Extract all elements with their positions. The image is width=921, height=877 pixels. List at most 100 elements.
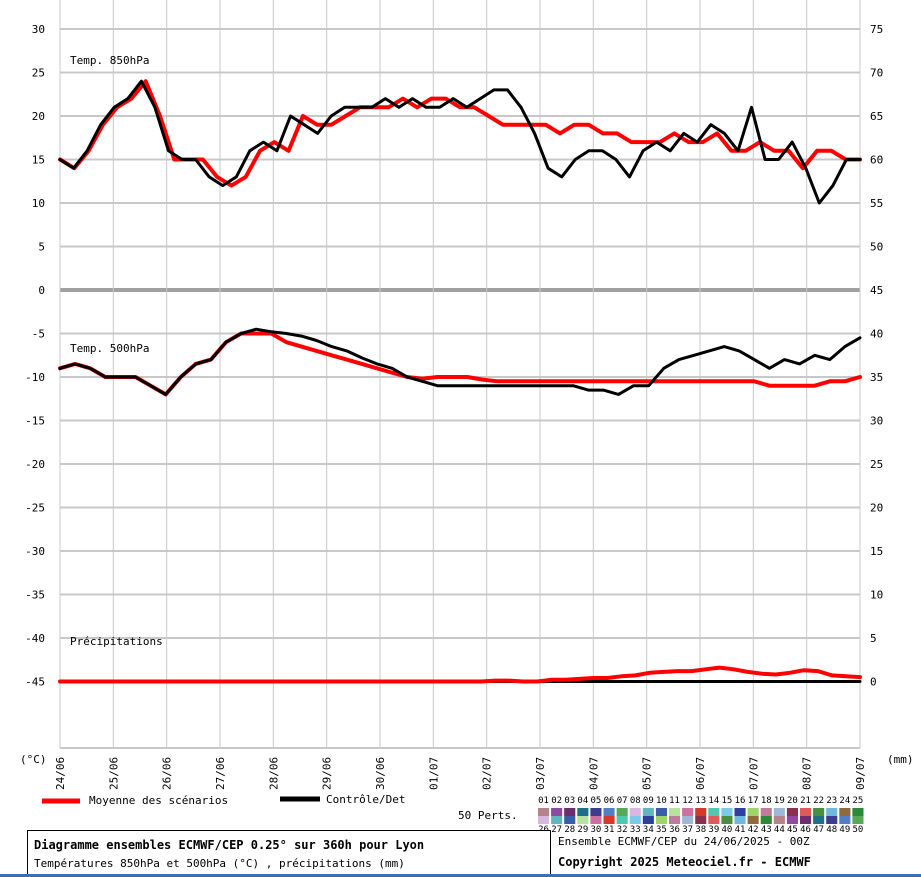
left-tick-label: 0 bbox=[38, 284, 45, 297]
left-tick-label: 10 bbox=[32, 197, 45, 210]
left-tick-label: -20 bbox=[25, 458, 45, 471]
member-number-bottom: 37 bbox=[682, 825, 693, 835]
member-swatch-top bbox=[551, 808, 563, 816]
left-tick-label: 15 bbox=[32, 154, 45, 167]
member-swatch-bottom bbox=[786, 816, 798, 824]
member-swatch-top bbox=[786, 808, 798, 816]
member-swatch-bottom bbox=[590, 816, 602, 824]
member-number-top: 11 bbox=[669, 796, 680, 806]
member-number-top: 21 bbox=[800, 796, 811, 806]
left-tick-label: -5 bbox=[32, 328, 45, 341]
member-swatch-top bbox=[603, 808, 615, 816]
member-number-top: 06 bbox=[604, 796, 615, 806]
left-tick-label: 20 bbox=[32, 110, 45, 123]
right-tick-label: 30 bbox=[870, 415, 883, 428]
member-swatch-top bbox=[616, 808, 628, 816]
t500-control-line bbox=[58, 327, 862, 396]
member-number-top: 01 bbox=[538, 796, 549, 806]
member-number-top: 23 bbox=[826, 796, 837, 806]
member-number-top: 18 bbox=[761, 796, 772, 806]
member-swatch-top bbox=[629, 808, 641, 816]
member-swatch-top bbox=[839, 808, 851, 816]
legend-control-label: Contrôle/Det bbox=[326, 793, 405, 806]
member-swatch-top bbox=[747, 808, 759, 816]
member-number-top: 14 bbox=[708, 796, 719, 806]
right-tick-label: 55 bbox=[870, 197, 883, 210]
member-swatch-bottom bbox=[852, 816, 864, 824]
right-tick-label: 10 bbox=[870, 589, 883, 602]
right-tick-label: 40 bbox=[870, 328, 883, 341]
member-swatch-top bbox=[734, 808, 746, 816]
member-number-top: 08 bbox=[630, 796, 641, 806]
x-tick-label: 25/06 bbox=[107, 757, 120, 790]
member-number-bottom: 29 bbox=[577, 825, 588, 835]
right-unit-label: (mm) bbox=[887, 753, 914, 766]
member-swatch-bottom bbox=[695, 816, 707, 824]
member-swatch-top bbox=[642, 808, 654, 816]
member-swatch-top bbox=[813, 808, 825, 816]
member-swatch-bottom bbox=[721, 816, 733, 824]
member-swatch-bottom bbox=[577, 816, 589, 824]
member-swatch-bottom bbox=[734, 816, 746, 824]
member-number-bottom: 30 bbox=[591, 825, 602, 835]
member-swatch-bottom bbox=[773, 816, 785, 824]
member-number-bottom: 47 bbox=[813, 825, 824, 835]
footer-subtitle: Températures 850hPa et 500hPa (°C) , pré… bbox=[34, 857, 405, 870]
x-tick-label: 01/07 bbox=[427, 757, 440, 790]
left-tick-label: -40 bbox=[25, 632, 45, 645]
member-number-top: 22 bbox=[813, 796, 824, 806]
member-number-top: 07 bbox=[617, 796, 628, 806]
member-number-top: 03 bbox=[564, 796, 575, 806]
x-tick-label: 29/06 bbox=[321, 757, 334, 790]
member-swatch-bottom bbox=[669, 816, 681, 824]
t850-control-line bbox=[58, 79, 862, 205]
member-number-top: 16 bbox=[735, 796, 746, 806]
left-tick-label: -10 bbox=[25, 371, 45, 384]
member-number-bottom: 35 bbox=[656, 825, 667, 835]
footer-bottom-border bbox=[0, 874, 921, 877]
member-swatch-bottom bbox=[538, 816, 550, 824]
right-tick-label: 0 bbox=[870, 676, 877, 689]
member-number-bottom: 38 bbox=[695, 825, 706, 835]
member-number-bottom: 34 bbox=[643, 825, 654, 835]
legend-perts-label: 50 Perts. bbox=[458, 809, 518, 822]
x-tick-label: 08/07 bbox=[801, 757, 814, 790]
member-number-top: 02 bbox=[551, 796, 562, 806]
member-swatch-top bbox=[682, 808, 694, 816]
right-tick-label: 45 bbox=[870, 284, 883, 297]
member-swatch-bottom bbox=[642, 816, 654, 824]
member-number-bottom: 28 bbox=[564, 825, 575, 835]
member-swatch-bottom bbox=[826, 816, 838, 824]
member-number-top: 19 bbox=[774, 796, 785, 806]
member-swatch-bottom bbox=[655, 816, 667, 824]
x-tick-label: 07/07 bbox=[747, 757, 760, 790]
member-number-top: 15 bbox=[722, 796, 733, 806]
member-swatch-top bbox=[760, 808, 772, 816]
member-number-top: 09 bbox=[643, 796, 654, 806]
x-tick-label: 05/07 bbox=[641, 757, 654, 790]
x-tick-label: 28/06 bbox=[267, 757, 280, 790]
member-swatch-bottom bbox=[682, 816, 694, 824]
left-tick-label: 30 bbox=[32, 23, 45, 36]
right-tick-label: 35 bbox=[870, 371, 883, 384]
member-number-top: 25 bbox=[853, 796, 864, 806]
member-swatch-top bbox=[852, 808, 864, 816]
member-number-bottom: 39 bbox=[708, 825, 719, 835]
x-tick-label: 26/06 bbox=[161, 757, 174, 790]
member-swatch-top bbox=[721, 808, 733, 816]
member-swatch-top bbox=[708, 808, 720, 816]
right-tick-label: 25 bbox=[870, 458, 883, 471]
run-info: Ensemble ECMWF/CEP du 24/06/2025 - 00Z bbox=[558, 835, 810, 848]
member-swatch-bottom bbox=[564, 816, 576, 824]
member-number-bottom: 41 bbox=[735, 825, 746, 835]
member-number-bottom: 31 bbox=[604, 825, 615, 835]
member-swatch-bottom bbox=[747, 816, 759, 824]
t850-label: Temp. 850hPa bbox=[70, 54, 149, 67]
member-number-bottom: 40 bbox=[722, 825, 733, 835]
x-tick-label: 30/06 bbox=[374, 757, 387, 790]
member-swatch-bottom bbox=[616, 816, 628, 824]
member-number-bottom: 32 bbox=[617, 825, 628, 835]
member-swatch-top bbox=[655, 808, 667, 816]
